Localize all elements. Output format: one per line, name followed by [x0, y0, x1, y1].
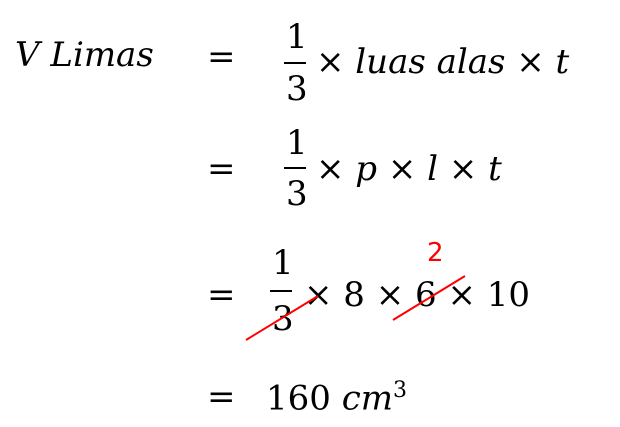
result-number: 160 — [266, 378, 331, 419]
correction-annotation: 2 — [427, 238, 444, 268]
fraction-bar-3 — [270, 290, 292, 292]
expression-1: × luas alas × t — [316, 42, 570, 82]
strike-line-denominator — [245, 295, 319, 341]
fraction-denominator-1: 3 — [286, 69, 308, 109]
equals-sign-1: = — [207, 37, 236, 77]
expression-2: × p × l × t — [316, 149, 502, 189]
fraction-bar-1 — [284, 62, 306, 64]
result-exponent: 3 — [393, 378, 408, 403]
result-unit: cm — [341, 378, 394, 419]
fraction-denominator-2: 3 — [286, 174, 308, 214]
equals-sign-2: = — [207, 149, 236, 189]
result-value: 160 cm3 — [266, 378, 408, 419]
equals-sign-3: = — [207, 275, 236, 315]
fraction-denominator-3: 3 — [272, 299, 294, 339]
strike-line-six — [392, 275, 466, 321]
fraction-numerator-3: 1 — [272, 243, 294, 283]
lhs-label: V Limas — [15, 35, 154, 75]
fraction-bar-2 — [284, 167, 306, 169]
equals-sign-4: = — [207, 377, 236, 417]
fraction-numerator-1: 1 — [286, 17, 308, 57]
fraction-numerator-2: 1 — [286, 123, 308, 163]
